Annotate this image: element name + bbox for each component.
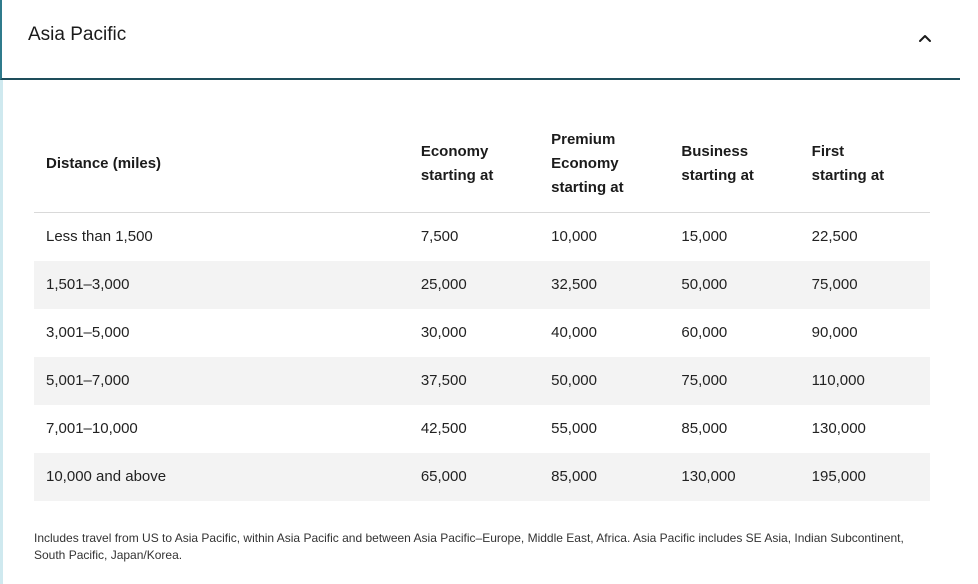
column-header-premium-economy: Premium Economy starting at [539,116,669,212]
award-chart-table: Distance (miles) Economy starting at Premiu… [34,116,930,501]
table-row: 5,001–7,000 37,500 50,000 75,000 110,000 [34,356,930,405]
accordion-title: Asia Pacific [28,24,127,45]
column-header-first: First starting at [800,116,930,212]
cell-premium-economy: 32,500 [551,276,597,293]
cell-distance: 10,000 and above [46,468,167,485]
column-header-line: starting at [681,166,754,184]
cell-business: 60,000 [681,324,728,341]
cell-economy: 30,000 [420,324,467,341]
cell-distance: 3,001–5,000 [46,324,130,341]
column-header-line: Economy [551,154,619,172]
column-header-economy: Economy starting at [409,116,539,212]
table-header-row: Distance (miles) Economy starting at Premiu… [34,116,930,212]
table-row: 7,001–10,000 42,500 55,000 85,000 130,000 [34,405,930,453]
cell-first: 130,000 [811,420,866,437]
cell-business: 15,000 [681,228,728,245]
cell-premium-economy: 10,000 [551,228,597,245]
table-row: 1,501–3,000 25,000 32,500 50,000 75,000 [34,260,930,309]
cell-first: 195,000 [811,468,866,485]
cell-economy: 42,500 [420,420,467,437]
accordion-accent-rail [0,0,3,584]
cell-economy: 25,000 [420,276,467,293]
table-row: 10,000 and above 65,000 85,000 130,000 195,0… [34,452,930,501]
cell-premium-economy: 50,000 [551,372,597,389]
column-header-line: Distance (miles) [46,154,162,172]
column-header-line: First [811,142,845,160]
cell-premium-economy: 55,000 [551,420,597,437]
column-header-line: starting at [420,166,494,184]
cell-business: 85,000 [681,420,728,437]
column-header-line: Premium [551,130,616,148]
table-row: 3,001–5,000 30,000 40,000 60,000 90,000 [34,309,930,357]
column-header-business: Business starting at [669,116,799,212]
cell-premium-economy: 85,000 [551,468,597,485]
cell-first: 110,000 [811,372,865,389]
cell-first: 22,500 [811,228,858,245]
table-row: Less than 1,500 7,500 10,000 15,000 22,500 [34,212,930,261]
award-chart-table-container: Distance (miles) Economy starting at Premiu… [34,116,930,501]
cell-business: 75,000 [681,372,728,389]
cell-premium-economy: 40,000 [551,324,597,341]
cell-business: 130,000 [681,468,736,485]
cell-distance: 7,001–10,000 [46,420,138,437]
cell-economy: 65,000 [420,468,467,485]
cell-business: 50,000 [681,276,728,293]
column-header-line: Economy [420,142,489,160]
cell-first: 90,000 [811,324,858,341]
column-header-line: starting at [811,166,885,184]
cell-distance: 5,001–7,000 [46,372,130,389]
cell-economy: 37,500 [420,372,467,389]
footnote: Includes travel from US to Asia Pacific,… [34,531,904,562]
column-header-line: Business [681,142,749,160]
cell-distance: 1,501–3,000 [46,276,130,293]
accordion-header[interactable]: Asia Pacific [0,0,960,80]
cell-distance: Less than 1,500 [46,228,153,245]
cell-economy: 7,500 [420,228,459,245]
cell-first: 75,000 [811,276,858,293]
column-header-line: starting at [551,178,624,196]
chevron-up-icon[interactable] [914,27,936,49]
column-header-distance: Distance (miles) [34,116,409,212]
